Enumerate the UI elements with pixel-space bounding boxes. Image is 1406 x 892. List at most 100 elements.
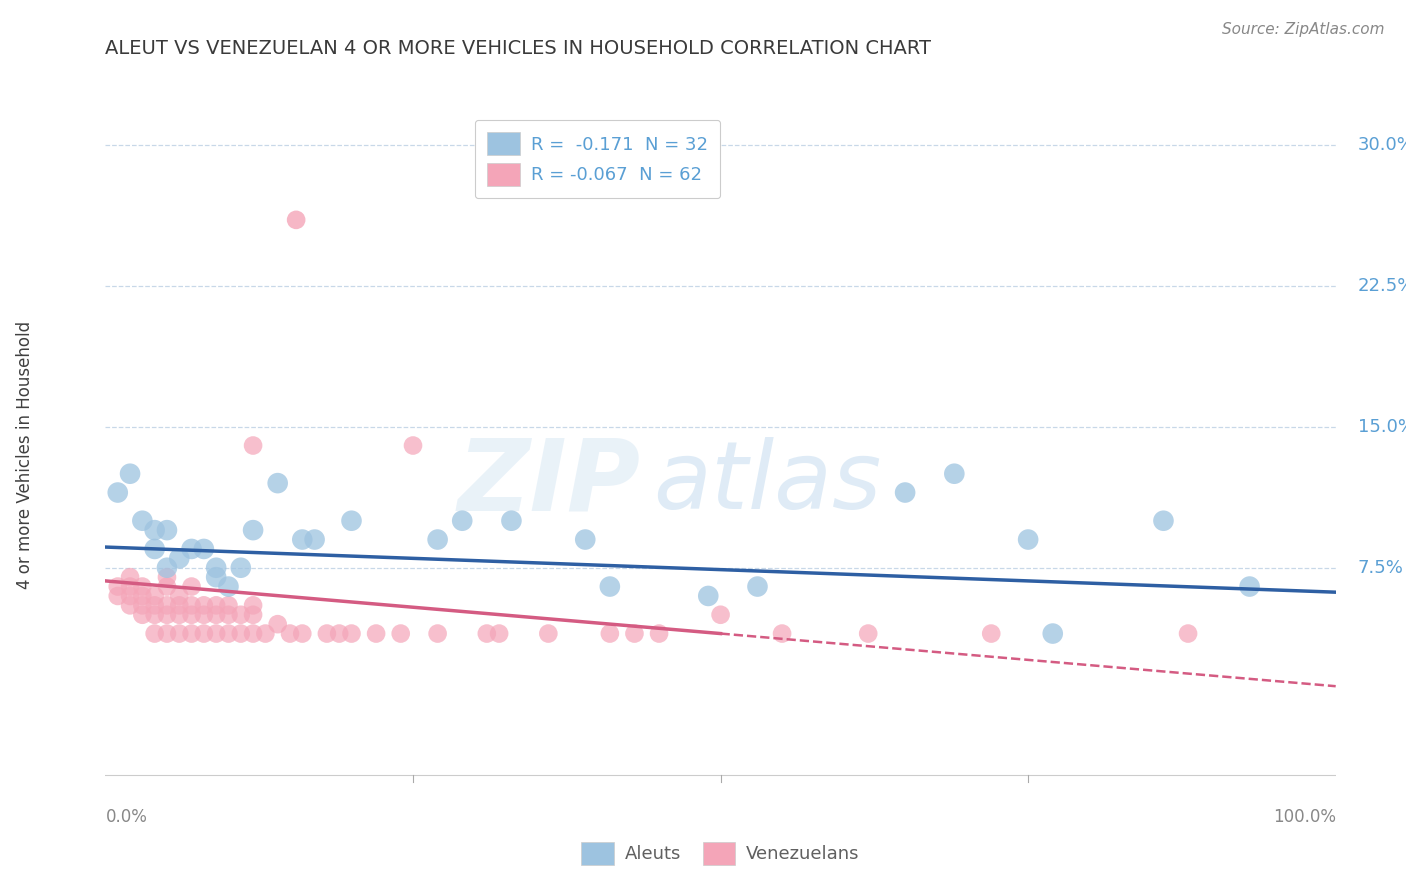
- Point: [169, 599, 191, 613]
- Point: [242, 599, 264, 613]
- Point: [193, 599, 215, 613]
- Point: [278, 626, 301, 640]
- Text: 4 or more Vehicles in Household: 4 or more Vehicles in Household: [17, 321, 35, 589]
- Point: [169, 626, 191, 640]
- Point: [254, 626, 277, 640]
- Point: [599, 580, 621, 594]
- Text: Source: ZipAtlas.com: Source: ZipAtlas.com: [1222, 22, 1385, 37]
- Point: [285, 212, 308, 227]
- Point: [340, 514, 363, 528]
- Point: [218, 607, 240, 622]
- Text: 7.5%: 7.5%: [1358, 558, 1403, 577]
- Point: [648, 626, 671, 640]
- Point: [1177, 626, 1199, 640]
- Point: [205, 570, 228, 584]
- Point: [242, 438, 264, 452]
- Text: ALEUT VS VENEZUELAN 4 OR MORE VEHICLES IN HOUSEHOLD CORRELATION CHART: ALEUT VS VENEZUELAN 4 OR MORE VEHICLES I…: [105, 39, 931, 58]
- Point: [193, 607, 215, 622]
- Point: [229, 560, 252, 574]
- Text: ZIP: ZIP: [457, 434, 641, 532]
- Point: [574, 533, 596, 547]
- Point: [1017, 533, 1039, 547]
- Text: atlas: atlas: [652, 437, 882, 528]
- Point: [599, 626, 621, 640]
- Point: [623, 626, 645, 640]
- Point: [426, 626, 449, 640]
- Point: [451, 514, 474, 528]
- Point: [180, 599, 202, 613]
- Point: [143, 523, 166, 537]
- Point: [131, 580, 153, 594]
- Point: [169, 589, 191, 603]
- Point: [218, 626, 240, 640]
- Point: [120, 467, 141, 481]
- Point: [366, 626, 388, 640]
- Text: 100.0%: 100.0%: [1272, 808, 1336, 827]
- Point: [107, 580, 129, 594]
- Point: [488, 626, 510, 640]
- Point: [193, 541, 215, 556]
- Point: [120, 580, 141, 594]
- Point: [131, 514, 153, 528]
- Point: [304, 533, 326, 547]
- Point: [131, 589, 153, 603]
- Point: [315, 626, 337, 640]
- Text: 30.0%: 30.0%: [1358, 136, 1406, 153]
- Point: [156, 607, 179, 622]
- Point: [156, 523, 179, 537]
- Point: [389, 626, 412, 640]
- Point: [143, 541, 166, 556]
- Point: [156, 580, 179, 594]
- Point: [426, 533, 449, 547]
- Point: [858, 626, 880, 640]
- Point: [156, 599, 179, 613]
- Point: [143, 607, 166, 622]
- Point: [107, 485, 129, 500]
- Point: [156, 570, 179, 584]
- Point: [267, 617, 290, 632]
- Point: [475, 626, 498, 640]
- Point: [770, 626, 793, 640]
- Point: [156, 560, 179, 574]
- Point: [143, 626, 166, 640]
- Point: [1042, 626, 1064, 640]
- Point: [205, 626, 228, 640]
- Point: [501, 514, 523, 528]
- Point: [120, 570, 141, 584]
- Point: [291, 533, 314, 547]
- Point: [156, 626, 179, 640]
- Point: [1239, 580, 1261, 594]
- Point: [131, 599, 153, 613]
- Point: [402, 438, 425, 452]
- Point: [980, 626, 1002, 640]
- Text: 22.5%: 22.5%: [1358, 277, 1406, 294]
- Point: [218, 580, 240, 594]
- Point: [537, 626, 560, 640]
- Point: [180, 580, 202, 594]
- Point: [328, 626, 350, 640]
- Point: [169, 607, 191, 622]
- Point: [131, 607, 153, 622]
- Point: [143, 589, 166, 603]
- Point: [120, 589, 141, 603]
- Point: [205, 599, 228, 613]
- Point: [229, 607, 252, 622]
- Point: [697, 589, 720, 603]
- Point: [180, 541, 202, 556]
- Text: 15.0%: 15.0%: [1358, 417, 1406, 435]
- Point: [218, 599, 240, 613]
- Point: [169, 551, 191, 566]
- Point: [180, 626, 202, 640]
- Point: [943, 467, 966, 481]
- Point: [229, 626, 252, 640]
- Text: 0.0%: 0.0%: [105, 808, 148, 827]
- Point: [120, 599, 141, 613]
- Point: [242, 626, 264, 640]
- Point: [242, 607, 264, 622]
- Point: [205, 607, 228, 622]
- Legend: Aleuts, Venezuelans: Aleuts, Venezuelans: [572, 832, 869, 874]
- Point: [291, 626, 314, 640]
- Point: [193, 626, 215, 640]
- Point: [747, 580, 769, 594]
- Point: [180, 607, 202, 622]
